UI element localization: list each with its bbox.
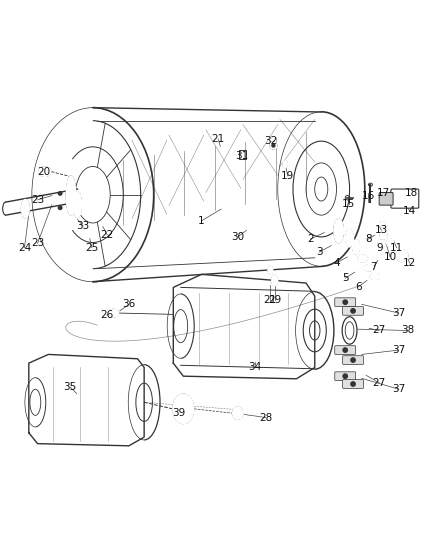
Ellipse shape xyxy=(173,394,194,424)
Text: 11: 11 xyxy=(390,243,403,253)
Ellipse shape xyxy=(109,309,118,317)
Ellipse shape xyxy=(343,374,347,378)
Text: 1: 1 xyxy=(198,216,205,226)
Text: 17: 17 xyxy=(377,188,390,198)
Text: 19: 19 xyxy=(281,171,294,181)
Ellipse shape xyxy=(39,167,51,176)
FancyBboxPatch shape xyxy=(343,306,364,315)
Ellipse shape xyxy=(21,199,29,218)
Text: 31: 31 xyxy=(236,151,249,161)
Ellipse shape xyxy=(387,239,393,246)
Ellipse shape xyxy=(58,192,62,195)
Ellipse shape xyxy=(270,142,277,149)
Text: 32: 32 xyxy=(264,136,277,146)
Ellipse shape xyxy=(370,273,380,279)
Text: 33: 33 xyxy=(77,221,90,231)
Text: 21: 21 xyxy=(264,295,277,305)
Text: 2: 2 xyxy=(307,234,314,244)
Text: 34: 34 xyxy=(248,362,262,373)
Text: 7: 7 xyxy=(370,262,377,272)
FancyBboxPatch shape xyxy=(343,379,364,389)
Ellipse shape xyxy=(358,255,367,262)
Ellipse shape xyxy=(343,300,347,304)
Text: 39: 39 xyxy=(172,408,186,418)
Ellipse shape xyxy=(343,348,347,352)
Text: 20: 20 xyxy=(38,167,51,176)
FancyBboxPatch shape xyxy=(343,356,364,365)
Ellipse shape xyxy=(346,230,353,247)
FancyBboxPatch shape xyxy=(335,372,356,381)
Text: 10: 10 xyxy=(384,252,396,262)
Text: 18: 18 xyxy=(405,188,418,198)
Text: 37: 37 xyxy=(392,308,406,318)
Text: 35: 35 xyxy=(64,382,77,392)
Text: 37: 37 xyxy=(392,345,406,355)
Text: 38: 38 xyxy=(401,326,414,335)
Ellipse shape xyxy=(351,309,355,313)
Text: 26: 26 xyxy=(101,310,114,320)
Ellipse shape xyxy=(364,264,374,271)
Text: 9: 9 xyxy=(376,243,383,253)
Ellipse shape xyxy=(380,231,387,239)
Ellipse shape xyxy=(353,240,360,254)
Text: 5: 5 xyxy=(342,273,349,283)
Text: 21: 21 xyxy=(212,134,225,144)
Ellipse shape xyxy=(283,161,287,168)
Ellipse shape xyxy=(380,222,385,227)
Text: 24: 24 xyxy=(18,243,31,253)
Ellipse shape xyxy=(272,144,275,147)
FancyBboxPatch shape xyxy=(240,150,247,159)
Text: 25: 25 xyxy=(85,243,99,253)
Ellipse shape xyxy=(396,249,408,262)
Text: 37: 37 xyxy=(392,384,406,394)
Ellipse shape xyxy=(378,240,385,248)
Text: 30: 30 xyxy=(231,232,244,242)
FancyBboxPatch shape xyxy=(335,298,356,306)
Ellipse shape xyxy=(334,219,343,243)
FancyBboxPatch shape xyxy=(391,189,419,208)
Text: 28: 28 xyxy=(259,413,272,423)
FancyBboxPatch shape xyxy=(335,346,356,354)
Ellipse shape xyxy=(66,176,76,215)
Ellipse shape xyxy=(351,358,355,362)
Text: 15: 15 xyxy=(342,199,355,209)
Text: 36: 36 xyxy=(122,300,135,309)
Ellipse shape xyxy=(233,407,243,419)
Text: 29: 29 xyxy=(268,295,281,305)
Text: 27: 27 xyxy=(373,326,386,335)
Text: 4: 4 xyxy=(333,258,340,268)
Text: 8: 8 xyxy=(365,234,371,244)
Text: 27: 27 xyxy=(373,378,386,387)
Text: 13: 13 xyxy=(375,225,388,236)
Text: 12: 12 xyxy=(403,258,416,268)
Ellipse shape xyxy=(351,382,355,386)
Text: 3: 3 xyxy=(316,247,322,257)
Ellipse shape xyxy=(268,266,273,274)
Text: 23: 23 xyxy=(31,238,44,248)
Ellipse shape xyxy=(58,206,62,209)
Text: 22: 22 xyxy=(101,230,114,240)
Text: 6: 6 xyxy=(355,282,362,292)
Text: 23: 23 xyxy=(31,195,44,205)
Text: 16: 16 xyxy=(362,191,375,200)
Ellipse shape xyxy=(272,275,278,286)
Ellipse shape xyxy=(74,192,81,218)
Text: 14: 14 xyxy=(403,206,416,216)
FancyBboxPatch shape xyxy=(379,192,393,205)
